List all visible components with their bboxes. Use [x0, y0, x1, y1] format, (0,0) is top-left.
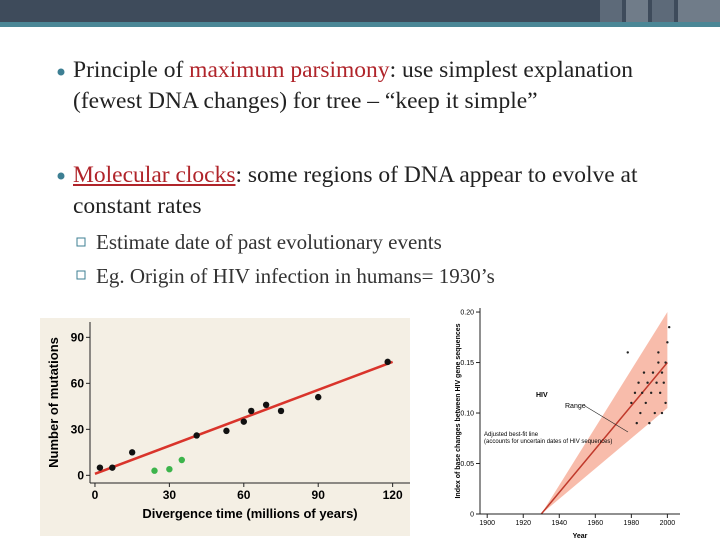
data-point: [262, 401, 270, 408]
chart-bg: [40, 318, 410, 536]
data-point: [648, 421, 651, 425]
data-point: [642, 371, 646, 374]
range-band: [541, 312, 668, 514]
data-point: [646, 381, 649, 384]
data-point: [630, 401, 633, 405]
text: : use simplest explanation (fewest DNA c…: [73, 57, 634, 114]
data-point: [109, 464, 116, 471]
y-tick-label: 30: [71, 423, 85, 437]
x-tick-label: 2000: [660, 520, 676, 527]
data-point: [637, 381, 640, 384]
data-point: [151, 467, 158, 474]
y-tick-label: 0: [77, 469, 84, 483]
x-tick-label: 1900: [479, 520, 495, 527]
text: Principle of: [73, 57, 190, 83]
x-tick-label: 120: [383, 488, 403, 502]
y-tick-label: 60: [71, 377, 85, 391]
data-point: [640, 391, 644, 395]
x-axis-title: Year: [573, 533, 588, 540]
data-point: [644, 401, 647, 405]
accent-line: [0, 22, 720, 27]
data-point: [660, 411, 664, 415]
data-point: [662, 381, 665, 384]
bullet-text: Molecular clocks: some regions of DNA ap…: [73, 160, 673, 222]
data-point: [655, 381, 658, 384]
data-point: [626, 351, 629, 354]
data-point: [649, 391, 653, 395]
y-tick-label: 0.10: [460, 410, 474, 417]
data-point: [166, 466, 173, 473]
sub-bullet-text: Eg. Origin of HIV infection in humans= 1…: [96, 264, 495, 288]
annotation-line: Adjusted best-fit line: [484, 432, 539, 438]
y-tick-label: 0.15: [460, 360, 474, 367]
data-point: [240, 418, 247, 425]
bullet: [57, 68, 65, 76]
top-bar: [0, 0, 720, 22]
y-axis-title: Number of mutations: [46, 337, 61, 468]
data-point: [653, 411, 656, 415]
x-tick-label: 0: [92, 488, 99, 502]
annotation: HIV: [536, 392, 548, 399]
x-tick-label: 90: [312, 488, 326, 502]
x-axis-title: Divergence time (millions of years): [142, 506, 357, 521]
data-point: [635, 421, 638, 425]
data-point: [667, 325, 671, 329]
data-point: [664, 361, 667, 364]
bullet-glyphs: [57, 68, 86, 280]
term: maximum parsimony: [189, 57, 390, 83]
y-tick-label: 0.20: [460, 309, 474, 316]
sub-bullet-text: Estimate date of past evolutionary event…: [96, 230, 442, 254]
y-axis-title: Index of base changes between HIV gene s…: [455, 323, 462, 498]
data-point: [651, 371, 655, 374]
bullet: [57, 172, 65, 180]
text: : some regions of DNA appear to evolve a…: [73, 162, 638, 219]
data-point: [384, 358, 391, 366]
data-point: [178, 456, 185, 464]
data-point: [664, 401, 667, 405]
data-point: [660, 371, 664, 374]
sub-bullet: [76, 237, 86, 247]
y-tick-label: 0: [470, 511, 474, 518]
x-tick-label: 1940: [551, 520, 567, 527]
data-point: [666, 341, 669, 344]
y-tick-label: 0.05: [460, 461, 474, 468]
data-point: [248, 407, 255, 415]
data-point: [223, 427, 230, 435]
data-point: [96, 464, 104, 471]
x-tick-label: 1960: [588, 520, 604, 527]
fit-line: [94, 360, 394, 475]
deco: [652, 0, 674, 22]
term: Molecular clocks: [73, 162, 236, 188]
deco: [626, 0, 648, 22]
data-point: [633, 391, 637, 395]
data-point: [315, 393, 322, 401]
data-point: [657, 361, 660, 364]
data-point: [128, 449, 136, 456]
data-point: [658, 391, 662, 395]
data-point: [657, 351, 660, 354]
deco: [600, 0, 622, 22]
annotation: Range: [565, 403, 586, 410]
x-tick-label: 30: [163, 488, 177, 502]
y-tick-label: 90: [71, 331, 85, 345]
data-point: [277, 407, 285, 415]
annotation: Adjusted best-fit line (accounts for unce…: [484, 432, 612, 445]
data-point: [639, 411, 642, 415]
sub-bullet: [76, 270, 86, 280]
bullet-text: Principle of maximum parsimony: use simp…: [73, 55, 673, 117]
deco: [678, 0, 720, 22]
x-tick-label: 60: [237, 488, 251, 502]
fit-line: [540, 362, 668, 515]
annotation-line: (accounts for uncertain dates of HIV seq…: [484, 439, 612, 445]
x-tick-label: 1980: [624, 520, 640, 527]
x-tick-label: 1920: [515, 520, 531, 527]
data-point: [193, 432, 200, 439]
leader: [584, 405, 629, 433]
